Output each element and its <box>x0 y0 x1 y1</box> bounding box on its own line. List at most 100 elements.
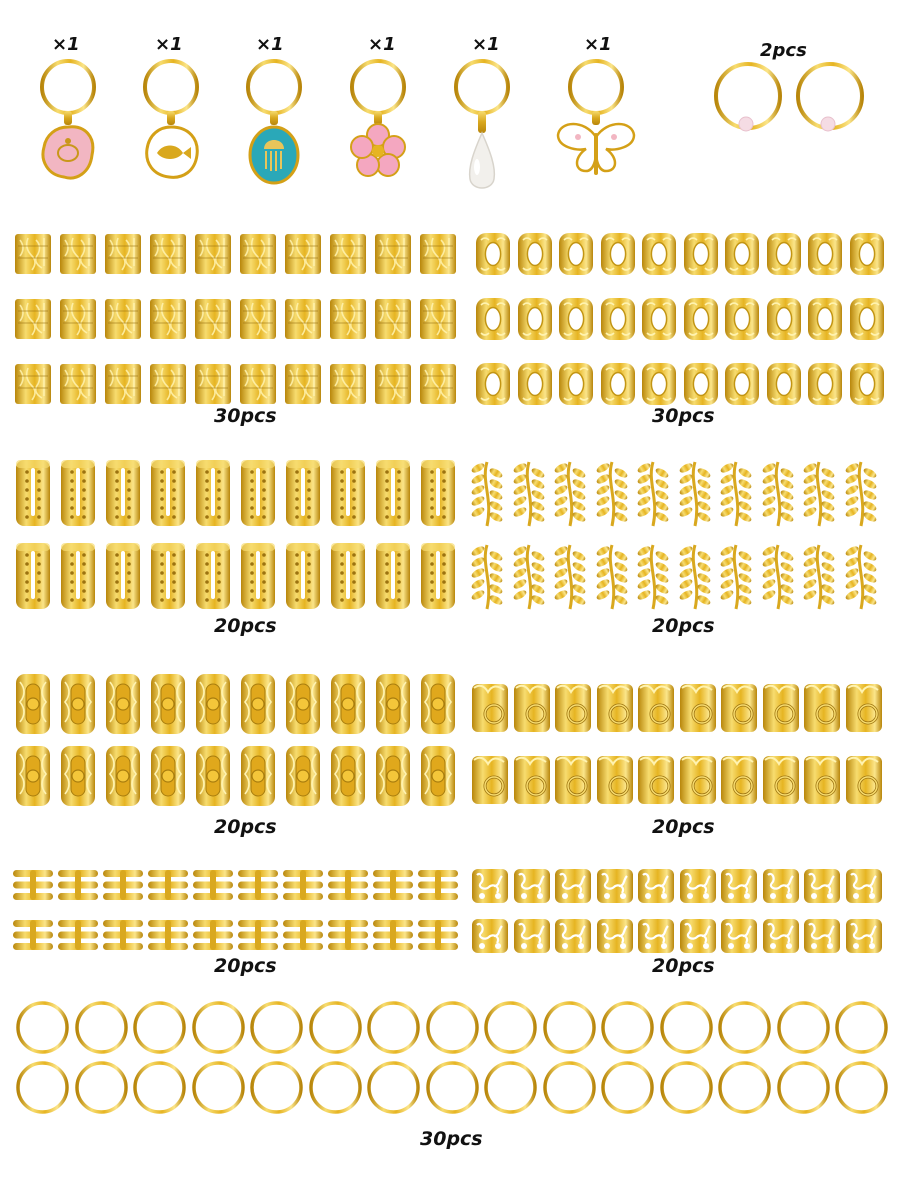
triple-band-cuff-piece <box>418 870 458 900</box>
open-cutout-cuff-piece <box>725 298 759 340</box>
qty-label-leaf-vine-cuffs: 20pcs <box>652 615 715 637</box>
lace-scroll-cuff-piece <box>472 869 508 903</box>
open-cutout-cuff-piece <box>849 233 884 275</box>
tall-perforated-tube-piece <box>196 543 230 609</box>
filigree-square-cuff-piece <box>15 364 51 404</box>
leaf-vine-cuff-piece <box>720 544 752 610</box>
lace-scroll-cuff-piece <box>555 869 591 903</box>
flower-ring-cuff-piece <box>555 684 591 732</box>
open-cutout-cuff-piece <box>808 298 842 340</box>
triple-band-cuff-piece <box>148 870 188 900</box>
filigree-square-cuff-piece <box>285 234 321 274</box>
turtle-charm <box>40 59 96 180</box>
tall-perforated-tube-piece <box>61 543 95 609</box>
triple-band-cuff-piece <box>13 920 53 950</box>
qty-label-flower-ring-cuffs: 20pcs <box>652 816 715 838</box>
lace-scroll-cuff-piece <box>472 919 508 953</box>
flower-ring-cuff-piece <box>721 756 757 804</box>
triple-band-cuff-piece <box>373 870 413 900</box>
bead-filigree-tube-piece <box>151 674 185 734</box>
flower-ring-cuff-piece <box>721 684 757 732</box>
plain-gold-ring-piece <box>601 1061 654 1114</box>
filigree-square-cuff-piece <box>420 364 456 404</box>
lace-scroll-cuff-piece <box>721 869 757 903</box>
leaf-vine-cuff-piece <box>596 461 627 527</box>
filigree-square-cuff-piece <box>150 364 186 404</box>
plain-gold-ring-piece <box>74 1061 128 1114</box>
flower-ring-cuff-piece <box>679 756 716 804</box>
leaf-vine-cuff-piece <box>554 544 586 610</box>
flower-charm <box>350 59 406 177</box>
triple-band-cuff-piece <box>328 920 368 950</box>
leaf-vine-cuff-piece <box>762 461 793 527</box>
bead-filigree-tube-piece <box>16 674 50 734</box>
bead-filigree-tube-piece <box>241 674 275 734</box>
tall-perforated-tube-piece <box>421 460 455 526</box>
tall-perforated-tube-piece <box>196 460 230 526</box>
filigree-square-cuff-piece <box>375 234 411 274</box>
open-cutout-cuff-piece <box>808 233 842 275</box>
leaf-vine-cuff-piece <box>845 461 876 527</box>
leaf-vine-cuff-piece <box>513 544 544 610</box>
bead-filigree-tube-piece <box>61 746 95 806</box>
plain-gold-ring-piece <box>425 1001 479 1054</box>
plain-gold-ring-piece <box>308 1061 362 1114</box>
plain-gold-ring-piece <box>250 1001 303 1054</box>
bead-filigree-tube-piece <box>16 746 50 806</box>
triple-band-cuff-piece <box>193 920 233 950</box>
triple-band-cuff-piece <box>103 920 143 950</box>
flower-ring-cuff-piece <box>638 756 674 804</box>
filigree-square-cuff-piece <box>60 299 96 339</box>
open-cutout-cuff-piece <box>766 298 801 340</box>
open-cutout-cuff-piece <box>559 298 593 340</box>
open-cutout-cuff-piece <box>849 298 884 340</box>
bead-filigree-tube-piece <box>106 674 140 734</box>
tall-perforated-tube-piece <box>106 543 140 609</box>
plain-gold-ring-piece <box>367 1061 420 1114</box>
open-cutout-cuff-piece <box>559 363 593 405</box>
triple-band-cuff-piece <box>238 920 278 950</box>
charm-qty-3: ×1 <box>256 34 284 55</box>
open-cutout-cuff-piece <box>600 363 635 405</box>
plain-gold-ring-piece <box>659 1001 713 1054</box>
bead-filigree-tube-piece <box>286 746 320 806</box>
triple-band-cuff-piece <box>283 870 323 900</box>
tall-perforated-tube-piece <box>16 543 50 609</box>
open-cutout-cuff-piece <box>642 298 676 340</box>
filigree-square-cuff-piece <box>150 299 186 339</box>
leaf-vine-cuff-piece <box>720 461 752 527</box>
plain-gold-ring-piece <box>133 1061 186 1114</box>
plain-gold-ring-piece <box>659 1061 713 1114</box>
open-cutout-cuff-piece <box>600 233 635 275</box>
flower-ring-cuff-piece <box>845 756 882 804</box>
filigree-square-cuff-piece <box>375 299 411 339</box>
bead-filigree-tube-piece <box>241 746 275 806</box>
filigree-square-cuff-piece <box>105 299 141 339</box>
filigree-square-cuff-piece <box>285 299 321 339</box>
tall-perforated-tube-piece <box>331 543 365 609</box>
lace-scroll-cuff-piece <box>721 919 757 953</box>
lace-scroll-cuff-piece <box>513 869 550 903</box>
qty-label-filigree-square-cuffs: 30pcs <box>214 405 277 427</box>
triple-band-cuff-piece <box>283 920 323 950</box>
open-cutout-cuff-piece <box>476 233 510 275</box>
filigree-square-cuff-piece <box>240 299 276 339</box>
filigree-square-cuff-piece <box>60 364 96 404</box>
filigree-square-cuff-piece <box>240 364 276 404</box>
plain-gold-ring-piece <box>484 1061 537 1114</box>
filigree-square-cuff-piece <box>330 234 366 274</box>
filigree-square-cuff-piece <box>375 364 411 404</box>
open-cutout-cuff-piece <box>600 298 635 340</box>
leaf-vine-cuff-piece <box>762 544 793 610</box>
plain-gold-ring-piece <box>16 1061 69 1114</box>
open-cutout-cuff-piece <box>517 298 552 340</box>
lace-scroll-cuff-piece <box>762 919 799 953</box>
filigree-square-cuff-piece <box>420 234 456 274</box>
tall-perforated-tube-piece <box>331 460 365 526</box>
tall-perforated-tube-piece <box>16 460 50 526</box>
flower-ring-cuff-piece <box>596 756 633 804</box>
leaf-vine-cuff-piece <box>803 461 835 527</box>
charm-qty-5: ×1 <box>472 34 500 55</box>
lace-scroll-cuff-piece <box>804 869 840 903</box>
bead-filigree-tube-piece <box>61 674 95 734</box>
